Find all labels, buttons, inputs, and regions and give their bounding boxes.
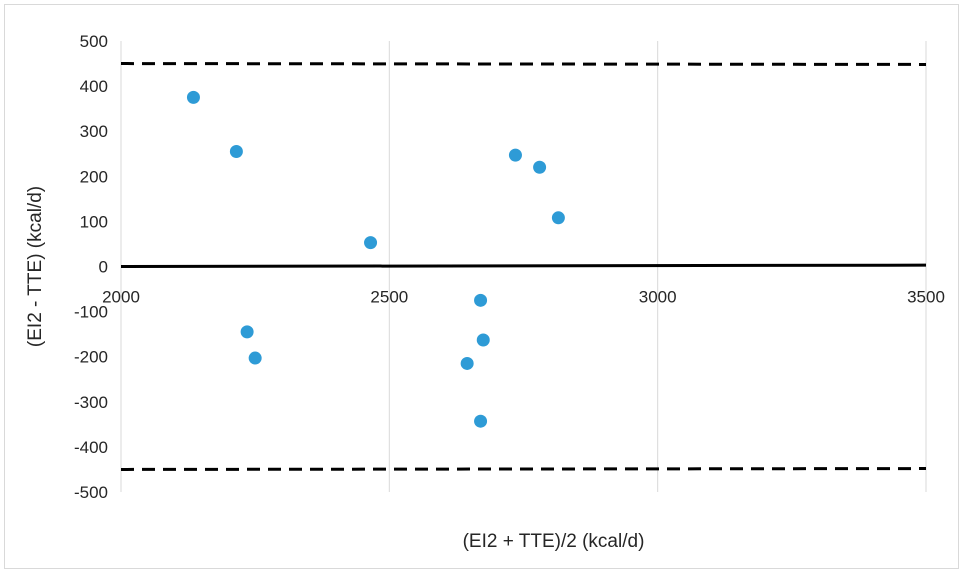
zero-line [120,263,927,268]
scatter-plot: -500 -400 -300 -200 -100 0 100 200 300 400 500 2000… [25,32,945,552]
data-point-8 [476,333,490,347]
x-axis-title: (EI2 + TTE)/2 (kcal/d) [463,531,645,552]
x-tick-label: 3000 [639,288,677,307]
data-point-5 [460,356,474,370]
x-tick-label: 2500 [370,288,408,307]
y-tick-label: -500 [74,483,108,502]
data-point-4 [364,236,378,250]
data-point-2 [240,325,254,339]
y-tick-label: -400 [74,438,108,457]
y-tick-label: 400 [80,77,108,96]
data-points [186,90,565,428]
limit-of-agreement-line-0 [120,62,927,66]
data-point-9 [508,148,522,162]
y-tick-label: 500 [80,32,108,51]
data-point-1 [229,144,243,158]
data-point-7 [474,414,488,428]
y-tick-label: 100 [80,212,108,231]
x-tick-label: 2000 [102,288,140,307]
y-tick-label: -200 [74,348,108,367]
tick-labels: -500 -400 -300 -200 -100 0 100 200 300 400 500 2000… [74,32,945,502]
y-tick-label: -300 [74,393,108,412]
y-axis-title: (EI2 - TTE) (kcal/d) [25,186,46,347]
data-point-3 [248,351,262,365]
y-tick-label: -100 [74,303,108,322]
data-point-10 [533,160,547,174]
limit-of-agreement-line-2 [120,467,927,471]
data-point-0 [186,90,200,104]
y-tick-label: 200 [80,167,108,186]
x-tick-label: 3500 [907,288,945,307]
y-tick-label: 0 [99,258,108,277]
chart-frame: -500 -400 -300 -200 -100 0 100 200 300 400 500 2000… [4,4,959,569]
data-point-11 [551,211,565,225]
data-point-6 [474,293,488,307]
y-tick-label: 300 [80,122,108,141]
reference-lines [120,62,927,471]
